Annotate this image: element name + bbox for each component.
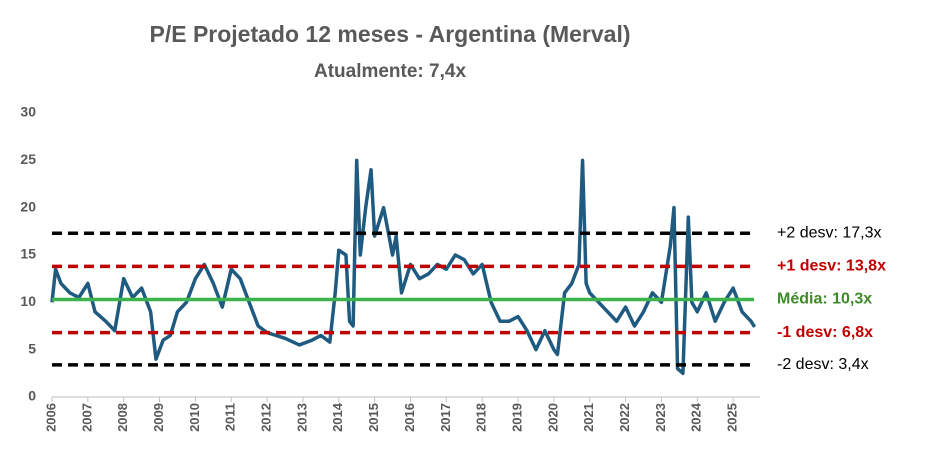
x-tick-label: 2022 — [617, 403, 632, 432]
chart-subtitle: Atualmente: 7,4x — [314, 61, 466, 82]
x-tick-label: 2020 — [545, 403, 560, 432]
reference-label: -2 desv: 3,4x — [777, 356, 869, 373]
y-tick-label: 20 — [20, 198, 36, 214]
x-tick-label: 2006 — [43, 403, 58, 432]
reference-label: -1 desv: 6,8x — [777, 324, 873, 341]
x-tick-label: 2021 — [581, 403, 596, 432]
x-tick-label: 2025 — [725, 403, 740, 432]
x-tick-label: 2018 — [474, 403, 489, 432]
y-tick-label: 5 — [28, 340, 36, 356]
x-tick-label: 2016 — [402, 403, 417, 432]
y-tick-label: 30 — [20, 104, 36, 120]
y-tick-label: 25 — [20, 151, 36, 167]
x-tick-label: 2024 — [689, 402, 704, 432]
reference-label: Média: 10,3x — [777, 291, 872, 308]
x-tick-label: 2015 — [366, 403, 381, 432]
x-tick-label: 2008 — [115, 403, 130, 432]
reference-label: +2 desv: 17,3x — [777, 224, 882, 241]
x-tick-label: 2023 — [653, 403, 668, 432]
y-tick-label: 10 — [20, 293, 36, 309]
x-tick-label: 2014 — [330, 402, 345, 432]
x-tick-label: 2010 — [187, 403, 202, 432]
x-tick-label: 2007 — [79, 403, 94, 432]
x-tick-label: 2012 — [259, 403, 274, 432]
x-tick-label: 2019 — [509, 403, 524, 432]
x-tick-label: 2017 — [438, 403, 453, 432]
x-tick-label: 2009 — [151, 403, 166, 432]
y-tick-label: 0 — [28, 388, 36, 404]
x-tick-label: 2013 — [294, 403, 309, 432]
y-tick-label: 15 — [20, 246, 36, 262]
reference-label: +1 desv: 13,8x — [777, 258, 886, 275]
chart-title: P/E Projetado 12 meses - Argentina (Merv… — [149, 21, 630, 47]
x-tick-label: 2011 — [223, 403, 238, 431]
